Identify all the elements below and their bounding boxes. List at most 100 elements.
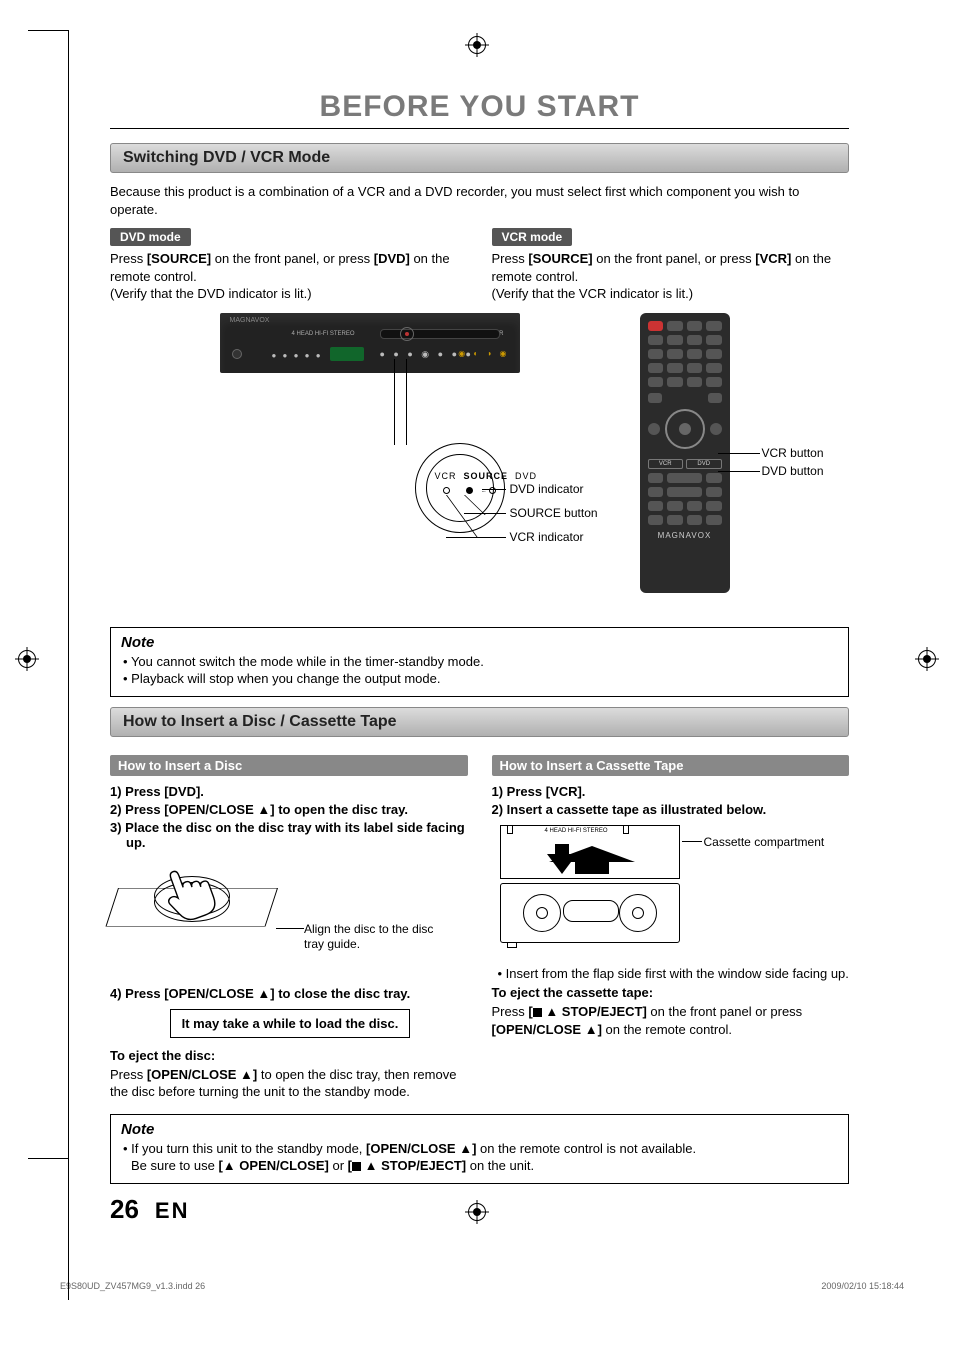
- remote-button: [667, 363, 683, 373]
- remote-brand: MAGNAVOX: [648, 531, 722, 540]
- footer-timestamp: 2009/02/10 15:18:44: [821, 1281, 904, 1291]
- step-text: 1) Press [VCR].: [492, 784, 586, 799]
- hifi-label: 4 HEAD HI-FI STEREO: [545, 828, 608, 834]
- panel-buttons: ◉ ◐ ◑ ◉: [458, 349, 509, 358]
- remote-button: [687, 501, 703, 511]
- eject-icon: ▲: [257, 802, 270, 817]
- print-footer: E9S80UD_ZV457MG9_v1.3.indd 26 2009/02/10…: [0, 1265, 954, 1311]
- remote-button: [667, 349, 683, 359]
- remote-button: [648, 515, 664, 525]
- leader-line: [406, 359, 407, 445]
- remote-button: [648, 501, 664, 511]
- cassette-diagram: 4 HEAD HI-FI STEREO Cassette compartment: [500, 825, 850, 955]
- eject-icon: ▲: [545, 1004, 558, 1019]
- source-label: SOURCE: [464, 471, 509, 481]
- dvd-key: [DVD]: [374, 251, 410, 266]
- note-title: Note: [121, 1121, 838, 1138]
- remote-button: [667, 515, 683, 525]
- source-key: [SOURCE]: [528, 251, 592, 266]
- step-text: ] to open the disc tray.: [270, 802, 408, 817]
- notch: [507, 826, 513, 834]
- eject-cassette-text: Press [ ▲ STOP/EJECT] on the front panel…: [492, 1003, 850, 1038]
- leader-line: [718, 471, 760, 472]
- vcr-mode-instructions: Press [SOURCE] on the front panel, or pr…: [492, 250, 850, 285]
- eject-button-icon: [400, 327, 414, 341]
- remote-control: VCR DVD MAGNAVOX: [640, 313, 730, 593]
- disc-step-1: 1) Press [DVD].: [110, 784, 468, 799]
- leader-line: [482, 489, 506, 490]
- cassette-step-1: 1) Press [VCR].: [492, 784, 850, 799]
- remote-button: [667, 473, 702, 483]
- text: STOP/EJECT]: [378, 1158, 467, 1173]
- note-box-2: Note If you turn this unit to the standb…: [110, 1114, 849, 1184]
- note-item: If you turn this unit to the standby mod…: [123, 1140, 838, 1175]
- remote-button: [687, 321, 703, 331]
- remote-button: [687, 335, 703, 345]
- hand-icon: [146, 848, 239, 947]
- vcr-button-label: VCR button: [762, 446, 824, 460]
- remote-button: [706, 501, 722, 511]
- compartment-label: Cassette compartment: [704, 835, 825, 849]
- dvd-label: DVD: [515, 471, 537, 481]
- remote-button: [667, 501, 683, 511]
- text: on the unit.: [466, 1158, 534, 1173]
- remote-button: [648, 335, 664, 345]
- dvd-button-label: DVD button: [762, 464, 824, 478]
- remote-button: [708, 393, 722, 403]
- text: [OPEN/CLOSE: [492, 1022, 585, 1037]
- remote-button: [648, 393, 662, 403]
- note-box-1: Note You cannot switch the mode while in…: [110, 627, 849, 697]
- source-key: [SOURCE]: [147, 251, 211, 266]
- remote-vcr-button: [648, 423, 660, 435]
- stop-icon: [352, 1162, 361, 1171]
- remote-button: [667, 487, 702, 497]
- text: on the front panel, or press: [593, 251, 756, 266]
- leader-line: [682, 841, 702, 842]
- eject-cassette-heading: To eject the cassette tape:: [492, 985, 850, 1000]
- vcr-mode-tag: VCR mode: [492, 228, 573, 246]
- device-hifi-label: 4 HEAD HI-FI STEREO: [292, 331, 355, 337]
- dvd-mode-instructions: Press [SOURCE] on the front panel, or pr…: [110, 250, 468, 285]
- text: If you turn this unit to the standby mod…: [131, 1141, 366, 1156]
- text: on the front panel, or press: [211, 251, 374, 266]
- page-title: BEFORE YOU START: [110, 90, 849, 124]
- eject-icon: ▲: [459, 1141, 472, 1156]
- sub-heading-cassette: How to Insert a Cassette Tape: [492, 755, 850, 776]
- load-notice-box: It may take a while to load the disc.: [170, 1009, 410, 1038]
- reel-icon: [619, 894, 657, 932]
- cassette-tape: [500, 883, 680, 943]
- text: on the front panel or press: [647, 1004, 802, 1019]
- mode-diagram: MAGNAVOX 4 HEAD HI-FI STEREO DVD RECORDE…: [110, 313, 849, 613]
- step-text: ] to close the disc tray.: [270, 986, 410, 1001]
- leader-line: [718, 453, 760, 454]
- remote-dvd-button: [710, 423, 722, 435]
- intro-text: Because this product is a combination of…: [110, 183, 849, 218]
- eject-icon: ▲: [585, 1022, 598, 1037]
- remote-button: [706, 473, 722, 483]
- leader-line: [482, 489, 483, 490]
- page-lang: EN: [155, 1198, 190, 1224]
- remote-button: [706, 363, 722, 373]
- leader-line: [446, 491, 486, 541]
- remote-button: [667, 321, 683, 331]
- step-text: 3) Place the disc on the disc tray with …: [110, 820, 465, 850]
- text: Be sure to use: [131, 1158, 218, 1173]
- remote-button: [687, 377, 703, 387]
- disc-diagram: Align the disc to the disc tray guide.: [118, 858, 468, 978]
- device-brand: MAGNAVOX: [230, 317, 270, 324]
- title-rule: [110, 128, 849, 129]
- remote-button: [706, 349, 722, 359]
- eject-icon: ▲: [365, 1158, 378, 1173]
- remote-vcr-tab: VCR: [648, 459, 684, 469]
- leader-line: [276, 928, 304, 929]
- eject-disc-text: Press [OPEN/CLOSE ▲] to open the disc tr…: [110, 1066, 468, 1101]
- vcr-indicator-label: VCR indicator: [510, 530, 584, 544]
- page-number: 26 EN: [110, 1194, 849, 1225]
- note-item: You cannot switch the mode while in the …: [123, 653, 838, 671]
- remote-button: [706, 377, 722, 387]
- disc-step-2: 2) Press [OPEN/CLOSE ▲] to open the disc…: [110, 802, 468, 817]
- remote-dvd-tab: DVD: [686, 459, 722, 469]
- vcr-label: VCR: [435, 471, 457, 481]
- remote-button: [648, 487, 664, 497]
- dvd-verify-text: (Verify that the DVD indicator is lit.): [110, 285, 468, 303]
